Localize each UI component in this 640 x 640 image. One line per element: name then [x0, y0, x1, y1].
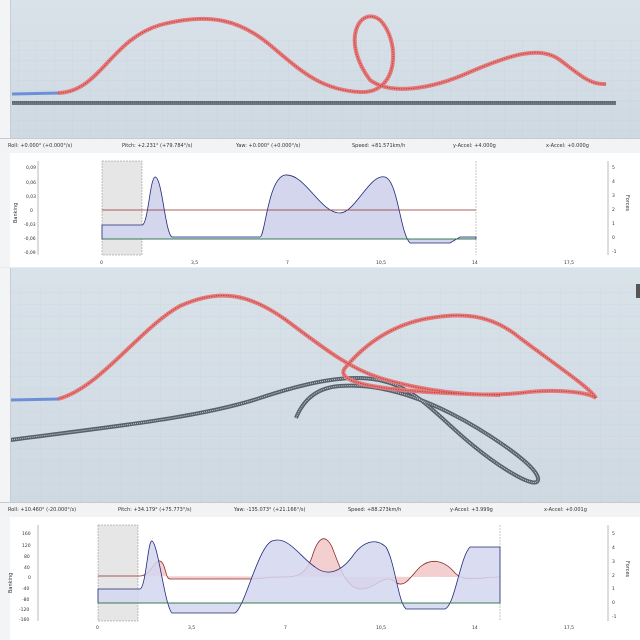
viewport-top-scene: [0, 14, 640, 138]
x-tick: 3,5: [188, 625, 195, 631]
right-tick: 2: [612, 207, 615, 213]
time-selection[interactable]: [101, 160, 143, 256]
scrollbar-thumb[interactable]: [636, 284, 640, 298]
right-tick: 1: [612, 221, 615, 227]
right-tick: 2: [612, 573, 615, 579]
right-tick: 5: [612, 531, 615, 537]
left-axis-ticks: 160 120 80 40 0 -40 -80 -120 -160: [19, 531, 31, 623]
banking-curve: [98, 538, 501, 590]
x-tick: 10,5: [376, 260, 386, 266]
speed-readout: Speed: +81.571km/h: [352, 143, 406, 149]
track-red-path: [57, 293, 598, 401]
x-tick: 0: [100, 260, 103, 266]
x-tick: 0: [96, 625, 99, 631]
right-axis-label: Forces: [624, 561, 630, 578]
force-graph-top[interactable]: 0,09 0,06 0,03 0 -0,03 -0,06 -0,09 Banki…: [0, 153, 640, 267]
left-tick: -0,06: [24, 236, 36, 242]
x-tick: 3,5: [191, 260, 198, 266]
left-tick: 0,09: [26, 165, 36, 171]
x-tick: 14: [472, 260, 478, 266]
left-tick: -160: [19, 617, 29, 623]
left-tick: -80: [22, 597, 29, 603]
yaw-readout: Yaw: -135.073° (+21.166°/s): [234, 507, 306, 513]
left-tick: 120: [22, 543, 31, 549]
x-accel-readout: x-Accel: +0.000g: [546, 143, 589, 149]
left-tick: 160: [22, 531, 31, 537]
right-tick: 3: [612, 193, 615, 199]
left-tick: 80: [24, 554, 30, 560]
pitch-readout: Pitch: +34.179° (+75.773°/s): [118, 507, 192, 513]
right-axis-label: Forces: [624, 195, 630, 212]
right-axis-ticks: 5 4 3 2 1 0 -1: [612, 165, 617, 255]
x-tick: 14: [472, 625, 478, 631]
right-tick: -1: [612, 249, 617, 255]
left-tick: 0,06: [26, 180, 36, 186]
left-panel-edge: [0, 0, 11, 138]
y-accel-readout: y-Accel: +3.999g: [450, 507, 493, 513]
x-tick: 7: [286, 260, 289, 266]
left-axis-label: Banking: [8, 573, 14, 593]
track-start-segment: [9, 397, 61, 402]
viewport-bottom-scene: [0, 288, 640, 502]
force-graph-bottom-plot: 160 120 80 40 0 -40 -80 -120 -160 Bankin…: [0, 517, 640, 640]
left-tick: -0,03: [24, 222, 36, 228]
speed-readout: Speed: +88.273km/h: [348, 507, 402, 513]
viewport-bottom[interactable]: [0, 268, 640, 502]
left-tick: -40: [22, 586, 29, 592]
status-bar-bottom: Roll: +10.460° (-20.000°/s) Pitch: +34.1…: [0, 502, 640, 518]
left-tick: 0,03: [26, 194, 36, 200]
y-accel-readout: y-Accel: +4.000g: [453, 143, 496, 149]
left-tick: 40: [24, 565, 30, 571]
x-axis-ticks: 0 3,5 7 10,5 14 17,5: [96, 625, 574, 631]
forces-curve: [97, 539, 501, 614]
right-tick: 0: [612, 600, 615, 606]
left-tick: 0: [28, 575, 31, 581]
x-tick: 10,5: [376, 625, 386, 631]
right-tick: -1: [612, 614, 617, 620]
force-graph-bottom[interactable]: 160 120 80 40 0 -40 -80 -120 -160 Bankin…: [0, 517, 640, 640]
x-tick: 17,5: [564, 260, 574, 266]
status-bar-top: Roll: +0.000° (+0.000°/s) Pitch: +2.231°…: [0, 138, 640, 154]
viewport-top[interactable]: [0, 0, 640, 138]
left-axis-label: Banking: [13, 203, 19, 223]
x-tick: 7: [284, 625, 287, 631]
track-rail-ground: [12, 101, 616, 105]
x-accel-readout: x-Accel: +0.001g: [544, 507, 587, 513]
right-tick: 0: [612, 235, 615, 241]
left-panel-edge: [0, 268, 11, 502]
left-tick: -120: [19, 607, 29, 613]
track-red-path: [57, 14, 607, 95]
time-selection[interactable]: [97, 524, 139, 622]
track-start-segment: [11, 91, 61, 96]
yaw-readout: Yaw: +0.000° (+0.000°/s): [236, 143, 301, 149]
x-tick: 17,5: [564, 625, 574, 631]
right-tick: 4: [612, 179, 615, 185]
roll-readout: Roll: +10.460° (-20.000°/s): [8, 507, 77, 513]
right-tick: 5: [612, 165, 615, 171]
roll-readout: Roll: +0.000° (+0.000°/s): [8, 143, 73, 149]
right-tick: 1: [612, 586, 615, 592]
force-graph-top-plot: 0,09 0,06 0,03 0 -0,03 -0,06 -0,09 Banki…: [0, 153, 640, 267]
left-tick: -0,09: [24, 250, 36, 256]
right-axis-ticks: 5 4 3 2 1 0 -1: [612, 531, 617, 620]
pitch-readout: Pitch: +2.231° (+79.784°/s): [122, 143, 193, 149]
left-tick: 0: [30, 208, 33, 214]
left-axis-ticks: 0,09 0,06 0,03 0 -0,03 -0,06 -0,09: [24, 165, 36, 256]
forces-curve: [101, 174, 477, 244]
right-tick: 3: [612, 559, 615, 565]
x-axis-ticks: 0 3,5 7 10,5 14 17,5: [100, 260, 574, 266]
right-tick: 4: [612, 545, 615, 551]
